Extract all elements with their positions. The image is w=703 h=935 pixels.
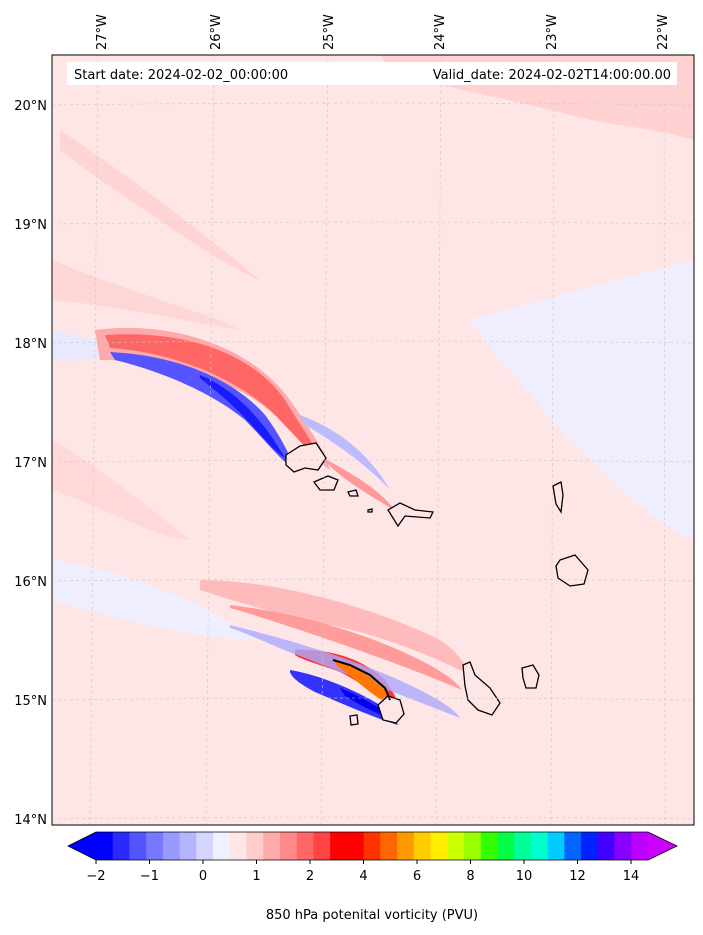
lat-labels: 20°N 19°N 18°N 17°N 16°N 15°N 14°N <box>14 99 47 828</box>
valid-date-text: Valid_date: 2024-02-02T14:00:00.00 <box>433 68 671 83</box>
island-sal <box>552 481 564 514</box>
start-date-text: Start date: 2024-02-02_00:00:00 <box>74 68 288 83</box>
colorbar-cell <box>246 832 264 860</box>
colorbar-cell <box>313 832 331 860</box>
colorbar-cell <box>263 832 281 860</box>
colorbar-cell <box>363 832 381 860</box>
colorbar-cell <box>296 832 314 860</box>
island-maio <box>521 664 540 689</box>
colorbar-cell <box>497 832 515 860</box>
lon-label: 25°W <box>322 14 337 50</box>
pv-pink-band-2 <box>52 260 240 330</box>
pv-pale-blue-east <box>470 260 694 540</box>
colorbar-cell <box>129 832 147 860</box>
coastline-islands <box>285 442 589 726</box>
island-santo-antao <box>285 442 327 473</box>
pv-south-streak-pink <box>200 580 470 675</box>
colorbar-cell <box>196 832 214 860</box>
colorbar-extend-low <box>68 832 96 860</box>
colorbar-tick-label: −2 <box>86 869 105 884</box>
colorbar-label: 850 hPa potenital vorticity (PVU) <box>266 908 478 923</box>
colorbar-tick-label: 1 <box>252 869 260 884</box>
colorbar: −2 −1 0 1 2 4 6 8 10 12 14 850 hPa potenital vorti… <box>67 831 678 923</box>
colorbar-cell <box>146 832 164 860</box>
colorbar-cell <box>330 832 348 860</box>
colorbar-cell <box>213 832 231 860</box>
colorbar-tick-label: 8 <box>466 869 474 884</box>
pv-south-streak-blue-core <box>340 688 392 718</box>
colorbar-ticks: −2 −1 0 1 2 4 6 8 10 12 14 <box>86 860 639 884</box>
pv-north-tail-red <box>318 455 395 510</box>
colorbar-cell <box>380 832 398 860</box>
colorbar-cell <box>464 832 482 860</box>
lat-label: 18°N <box>14 337 47 352</box>
lon-labels: 27°W 26°W 25°W 24°W 23°W 22°W <box>95 14 671 50</box>
pv-north-streak-red <box>105 334 322 462</box>
island-small <box>367 508 373 513</box>
pv-pink-band-1 <box>60 130 260 280</box>
colorbar-cell <box>280 832 298 860</box>
colorbar-cell <box>346 832 365 860</box>
map-panel: Start date: 2024-02-02_00:00:00 Valid_da… <box>52 55 694 825</box>
colorbar-cells <box>96 832 649 860</box>
colorbar-tick-label: 14 <box>623 869 640 884</box>
colorbar-cell <box>581 832 599 860</box>
colorbar-cell <box>614 832 632 860</box>
island-sao-nicolau <box>387 502 434 528</box>
colorbar-cell <box>514 832 532 860</box>
lat-label: 19°N <box>14 218 47 233</box>
island-boa-vista <box>555 554 589 587</box>
colorbar-cell <box>430 832 448 860</box>
pv-pink-band-west <box>52 440 190 540</box>
colorbar-tick-label: 12 <box>569 869 586 884</box>
pv-south-streak-red-1 <box>295 649 400 710</box>
colorbar-tick-label: 2 <box>306 869 314 884</box>
colorbar-tick-label: 0 <box>199 869 207 884</box>
colorbar-cell <box>564 832 582 860</box>
island-santa-luzia <box>347 489 359 497</box>
map-frame <box>51 54 695 826</box>
colorbar-tick-label: 10 <box>516 869 533 884</box>
island-sao-vicente <box>312 475 339 491</box>
graticule <box>52 55 694 825</box>
lat-label: 15°N <box>14 694 47 709</box>
colorbar-cell <box>96 832 114 860</box>
colorbar-cell <box>413 832 431 860</box>
lat-label: 16°N <box>14 575 47 590</box>
colorbar-tick-label: −1 <box>140 869 159 884</box>
colorbar-cell <box>447 832 465 860</box>
colorbar-cell <box>597 832 615 860</box>
pv-south-streak-blue <box>290 670 398 725</box>
colorbar-cell <box>530 832 549 860</box>
colorbar-cell <box>631 832 649 860</box>
lon-label: 27°W <box>95 14 110 50</box>
colorbar-cell <box>547 832 565 860</box>
lat-label: 20°N <box>14 99 47 114</box>
colorbar-tick-label: 4 <box>359 869 367 884</box>
colorbar-cell <box>162 832 181 860</box>
pv-south-band-pink <box>230 605 462 690</box>
colorbar-cell <box>397 832 415 860</box>
colorbar-cell <box>229 832 247 860</box>
lon-label: 26°W <box>209 14 224 50</box>
island-brava <box>349 714 359 726</box>
colorbar-cell <box>112 832 130 860</box>
lon-label: 24°W <box>433 14 448 50</box>
colorbar-cell <box>480 832 498 860</box>
info-box <box>67 62 677 85</box>
island-santiago <box>462 661 501 716</box>
pv-south-orange-core <box>335 660 387 700</box>
lon-label: 22°W <box>656 14 671 50</box>
lat-label: 14°N <box>14 813 47 828</box>
pv-north-tail-blue <box>300 415 390 490</box>
colorbar-tick-label: 6 <box>413 869 421 884</box>
colorbar-extend-high <box>648 832 677 860</box>
pv-north-streak-blue <box>110 352 295 470</box>
fogo-ridge <box>332 659 391 701</box>
lat-label: 17°N <box>14 456 47 471</box>
colorbar-cell <box>179 832 197 860</box>
lon-label: 23°W <box>545 14 560 50</box>
pv-north-streak-blue-core <box>200 375 285 458</box>
